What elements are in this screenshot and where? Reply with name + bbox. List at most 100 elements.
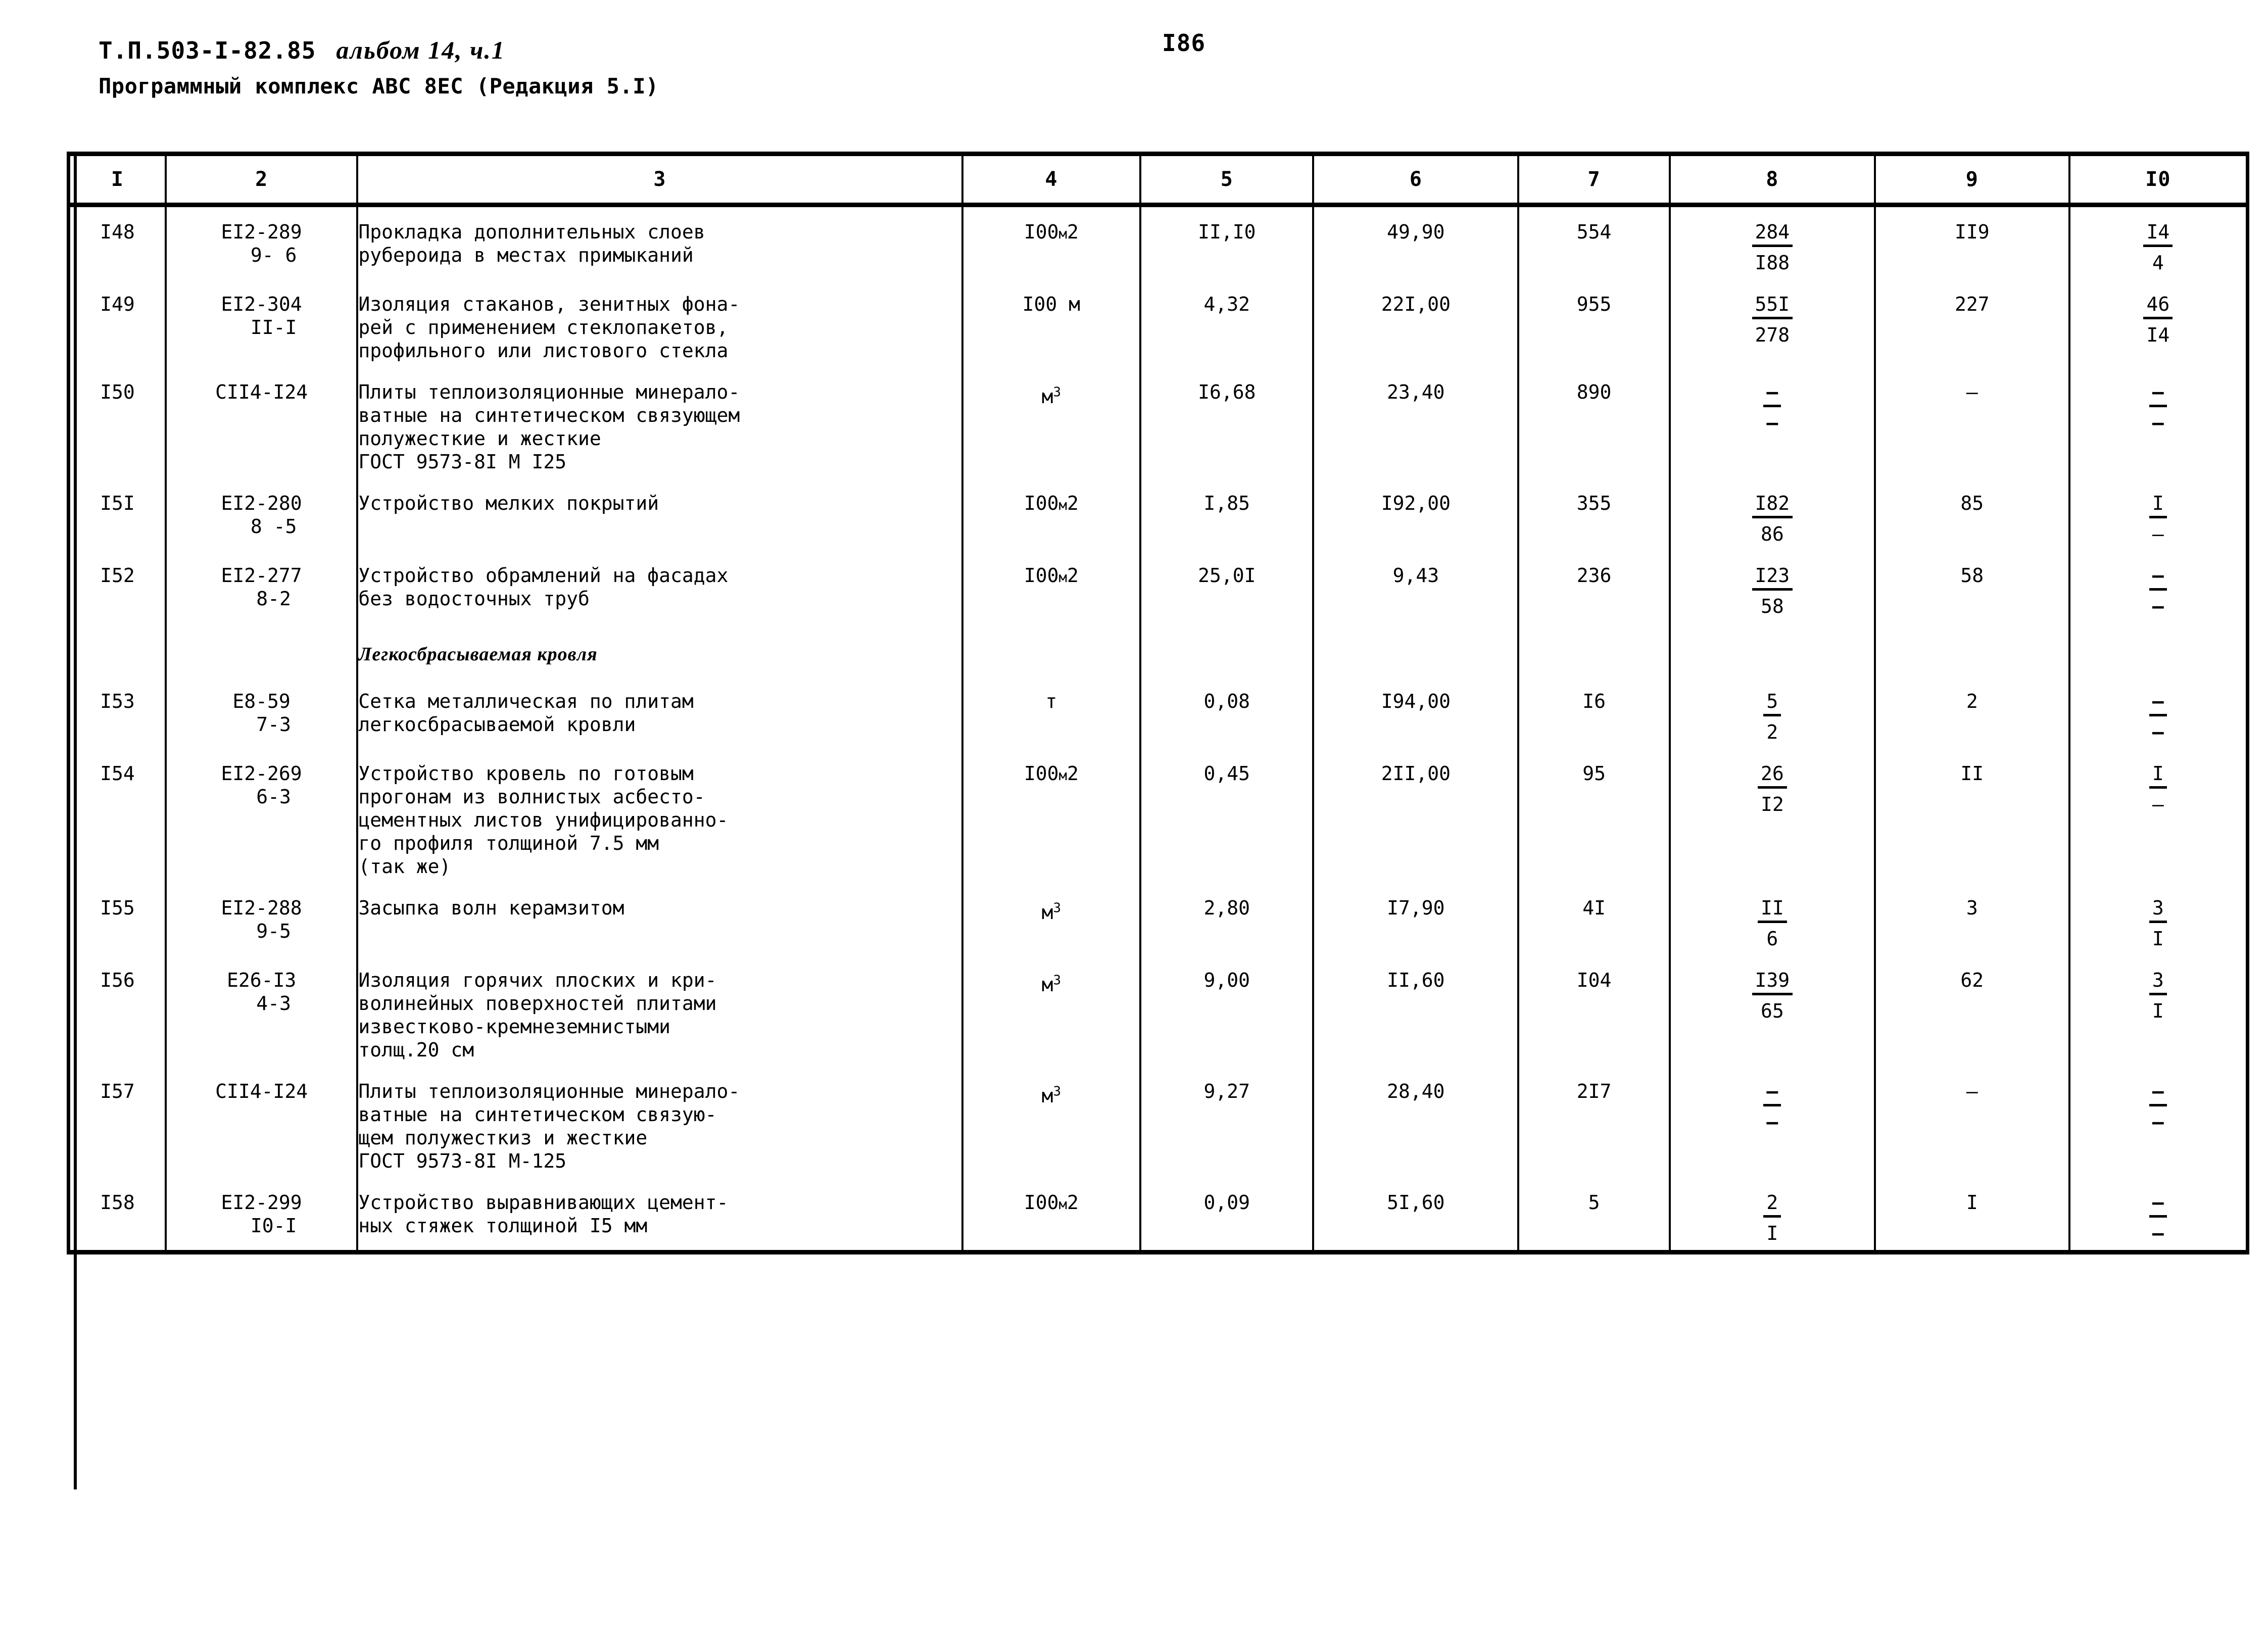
fraction-value: – –: [1763, 380, 1781, 435]
fraction-value: 55I 278: [1752, 293, 1793, 347]
row-code: ЕI2-304 II-I: [164, 279, 359, 367]
row-code: [164, 623, 359, 677]
row-number-value: I53: [100, 690, 135, 712]
row-number-value: I58: [100, 1191, 135, 1214]
row-unit-price: 23,40: [1312, 367, 1520, 478]
document-header: Т.П.503-I-82.85 альбом 14, ч.1 Программны…: [99, 35, 1614, 99]
machine-cost-value: –: [1966, 381, 1978, 403]
row-code-bottom: 7-3: [256, 713, 291, 736]
fraction-value: I82 86: [1752, 492, 1793, 546]
fraction-denominator: –: [1766, 412, 1778, 434]
row-labor-fraction: 26 I2: [1668, 749, 1876, 883]
row-quantity: 0,45: [1139, 749, 1315, 883]
row-labor-fraction: 284 I88: [1668, 205, 1876, 279]
total-cost-value: 355: [1576, 492, 1612, 514]
fraction-numerator: 3: [2149, 896, 2167, 923]
row-description: Устройство выравнивающих цемент-ных стяж…: [356, 1178, 963, 1252]
unit-value: м3: [1041, 973, 1061, 996]
quantity-value: 4,32: [1203, 293, 1250, 315]
empty-cell: [961, 623, 1142, 677]
row-code: ЕI2-288 9-5: [164, 883, 359, 955]
description-line: ГОСТ 9573-8I М I25: [358, 451, 567, 473]
unit-price-value: 22I,00: [1381, 293, 1451, 315]
fraction-value: – –: [2149, 564, 2167, 618]
fraction-denominator: I88: [1755, 252, 1790, 274]
total-cost-value: 95: [1582, 762, 1606, 785]
table-row: I50 СII4-I24 Плиты теплоизоляционные минер…: [67, 367, 2249, 478]
row-number: I49: [67, 279, 167, 367]
fraction-value: – –: [1763, 1080, 1781, 1134]
column-header-7: 7: [1517, 152, 1671, 207]
row-unit: I00м2: [961, 749, 1142, 883]
table-row: I5I ЕI2-280 8 -5 Устройство мелких покрытий…: [67, 478, 2249, 551]
row-description: Устройство обрамлений на фасадах без водо…: [356, 551, 963, 623]
row-code-top: ЕI2-288: [221, 897, 302, 919]
description-line: волинейных поверхностей плитами: [358, 992, 717, 1015]
empty-cell: [1312, 623, 1520, 677]
fraction-value: 46 I4: [2143, 293, 2173, 347]
row-machine-cost: 2: [1873, 677, 2070, 749]
row-unit-price: 49,90: [1312, 205, 1520, 279]
row-labor-fraction: II 6: [1668, 883, 1876, 955]
row-machine-cost: 227: [1873, 279, 2070, 367]
row-machine-cost: –: [1873, 367, 2070, 478]
fraction-numerator: –: [1763, 1080, 1781, 1106]
row-total-cost: 554: [1517, 205, 1671, 279]
fraction-value: – –: [2149, 1080, 2167, 1134]
fraction-denominator: I: [2152, 928, 2164, 950]
row-extra-fraction: I –: [2068, 749, 2249, 883]
row-unit-price: II,60: [1312, 955, 1520, 1067]
unit-value: м3: [1041, 1084, 1061, 1107]
description-line: Изоляция горячих плоских и кри-: [358, 969, 717, 991]
total-cost-value: 236: [1576, 564, 1612, 587]
column-header-9: 9: [1873, 152, 2070, 207]
row-number-value: I54: [100, 762, 135, 785]
row-total-cost: 890: [1517, 367, 1671, 478]
row-quantity: I6,68: [1139, 367, 1315, 478]
row-unit: т: [961, 677, 1142, 749]
row-number: I5I: [67, 478, 167, 551]
row-number: I48: [67, 205, 167, 279]
fraction-numerator: 2: [1763, 1191, 1781, 1218]
row-description: Плиты теплоизоляционные минерало-ватные …: [356, 367, 963, 478]
estimate-table: I 2 3 4 5 6 7 8 9 I0 I48 ЕI2-289 9- 6 Прокладка допол…: [67, 152, 2249, 1254]
fraction-denominator: 65: [1760, 1000, 1784, 1022]
description-line: прогонам из волнистых асбесто-: [358, 786, 705, 808]
description-line: ГОСТ 9573-8I М-125: [358, 1150, 567, 1172]
row-code-bottom: I0-I: [250, 1215, 297, 1237]
row-total-cost: 2I7: [1517, 1067, 1671, 1178]
fraction-numerator: I39: [1752, 969, 1793, 995]
column-header-8: 8: [1668, 152, 1876, 207]
description-line: Устройство выравнивающих цемент-: [358, 1191, 729, 1214]
row-unit-price: 5I,60: [1312, 1178, 1520, 1252]
software-complex-line: Программный комплекс АВС 8ЕС (Редакция 5…: [99, 74, 659, 99]
row-machine-cost: –: [1873, 1067, 2070, 1178]
row-extra-fraction: I4 4: [2068, 205, 2249, 279]
machine-cost-value: I: [1966, 1191, 1978, 1214]
quantity-value: 9,27: [1203, 1080, 1250, 1102]
machine-cost-value: –: [1966, 1080, 1978, 1102]
row-number: I55: [67, 883, 167, 955]
row-number: I58: [67, 1178, 167, 1252]
document-code: Т.П.503-I-82.85: [99, 37, 316, 64]
quantity-value: 0,45: [1203, 762, 1250, 785]
description-line: го профиля толщиной 7.5 мм: [358, 832, 659, 854]
fraction-denominator: I: [1766, 1222, 1778, 1244]
fraction-value: I39 65: [1752, 969, 1793, 1023]
row-code-top: ЕI2-304: [221, 293, 302, 315]
bottom-border-cell: [2068, 1250, 2249, 1254]
table-row: I55 ЕI2-288 9-5 Засыпка волн керамзитом м3 2,…: [67, 883, 2249, 955]
row-unit: м3: [961, 1067, 1142, 1178]
description-line: Плиты теплоизоляционные минерало-: [358, 1080, 740, 1102]
fraction-denominator: –: [2152, 1111, 2164, 1133]
fraction-denominator: 6: [1766, 928, 1778, 950]
row-extra-fraction: I –: [2068, 478, 2249, 551]
row-code-bottom: 8 -5: [250, 515, 297, 538]
row-unit-price: I92,00: [1312, 478, 1520, 551]
row-number-value: I55: [100, 897, 135, 919]
row-machine-cost: 62: [1873, 955, 2070, 1067]
row-code-top: ЕI2-289: [221, 221, 302, 243]
column-header-4: 4: [961, 152, 1142, 207]
